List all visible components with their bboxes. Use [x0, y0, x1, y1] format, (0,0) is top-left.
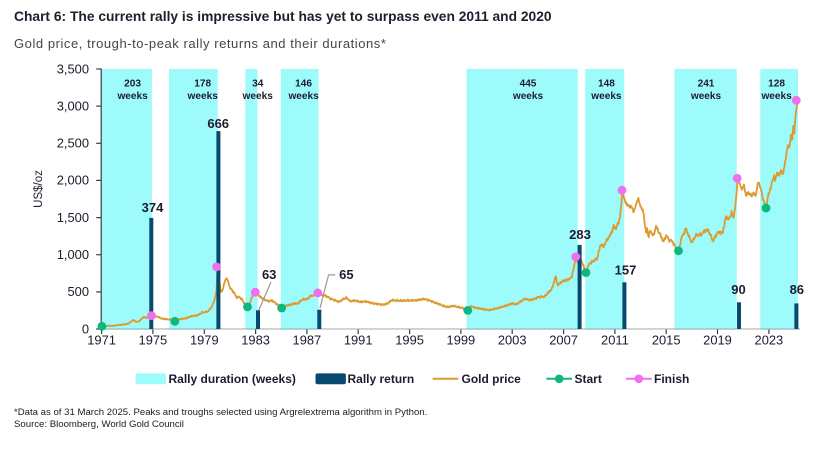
svg-text:weeks: weeks: [187, 91, 219, 102]
svg-text:Start: Start: [575, 372, 602, 386]
svg-text:128: 128: [768, 79, 785, 90]
svg-text:146: 146: [295, 79, 312, 90]
svg-text:1991: 1991: [344, 333, 373, 348]
svg-text:weeks: weeks: [690, 91, 722, 102]
svg-text:Rally duration (weeks): Rally duration (weeks): [169, 372, 296, 386]
svg-text:2023: 2023: [755, 333, 784, 348]
svg-text:1983: 1983: [241, 333, 270, 348]
svg-text:1971: 1971: [87, 333, 116, 348]
svg-text:weeks: weeks: [116, 91, 148, 102]
svg-text:34: 34: [252, 79, 264, 90]
svg-text:2015: 2015: [652, 333, 681, 348]
svg-text:148: 148: [598, 79, 615, 90]
svg-text:500: 500: [67, 284, 89, 299]
svg-text:weeks: weeks: [760, 91, 792, 102]
svg-text:63: 63: [262, 267, 276, 282]
svg-text:2007: 2007: [549, 333, 578, 348]
svg-text:65: 65: [339, 267, 353, 282]
svg-text:US$/oz: US$/oz: [33, 170, 45, 208]
svg-text:203: 203: [124, 79, 141, 90]
svg-text:1999: 1999: [447, 333, 476, 348]
svg-text:445: 445: [520, 79, 537, 90]
svg-text:3,000: 3,000: [57, 98, 89, 113]
svg-text:2019: 2019: [703, 333, 732, 348]
svg-text:Rally return: Rally return: [348, 372, 415, 386]
svg-text:1995: 1995: [395, 333, 424, 348]
svg-text:666: 666: [207, 116, 229, 131]
svg-text:1987: 1987: [293, 333, 322, 348]
svg-text:86: 86: [790, 282, 804, 297]
svg-text:283: 283: [569, 227, 591, 242]
svg-text:157: 157: [615, 263, 637, 278]
svg-text:1975: 1975: [139, 333, 168, 348]
svg-text:weeks: weeks: [242, 91, 274, 102]
svg-text:2003: 2003: [498, 333, 527, 348]
svg-text:2,500: 2,500: [57, 136, 89, 151]
svg-text:374: 374: [142, 200, 164, 215]
svg-text:2,000: 2,000: [57, 173, 89, 188]
svg-text:Finish: Finish: [654, 372, 689, 386]
svg-text:1,000: 1,000: [57, 247, 89, 262]
svg-text:Gold price: Gold price: [462, 372, 522, 386]
svg-text:3,500: 3,500: [57, 61, 89, 76]
svg-text:2011: 2011: [601, 333, 629, 348]
svg-text:241: 241: [698, 79, 715, 90]
svg-text:1,500: 1,500: [57, 210, 89, 225]
svg-text:178: 178: [194, 79, 211, 90]
svg-text:weeks: weeks: [590, 91, 622, 102]
svg-text:weeks: weeks: [512, 91, 544, 102]
svg-text:weeks: weeks: [287, 91, 319, 102]
svg-text:1979: 1979: [190, 333, 219, 348]
svg-text:0: 0: [82, 321, 89, 336]
svg-text:90: 90: [731, 282, 745, 297]
